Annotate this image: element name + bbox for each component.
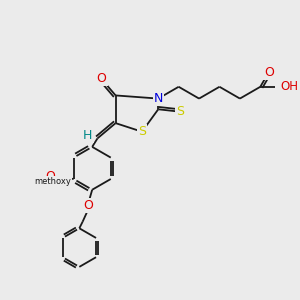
- Text: O: O: [264, 66, 274, 79]
- Text: methoxy: methoxy: [34, 177, 71, 186]
- Text: S: S: [176, 105, 184, 118]
- Text: O: O: [97, 72, 106, 85]
- Text: O: O: [83, 199, 93, 212]
- Text: N: N: [154, 92, 163, 105]
- Text: S: S: [138, 125, 146, 138]
- Text: O: O: [46, 170, 56, 183]
- Text: OH: OH: [281, 80, 299, 93]
- Text: H: H: [83, 129, 93, 142]
